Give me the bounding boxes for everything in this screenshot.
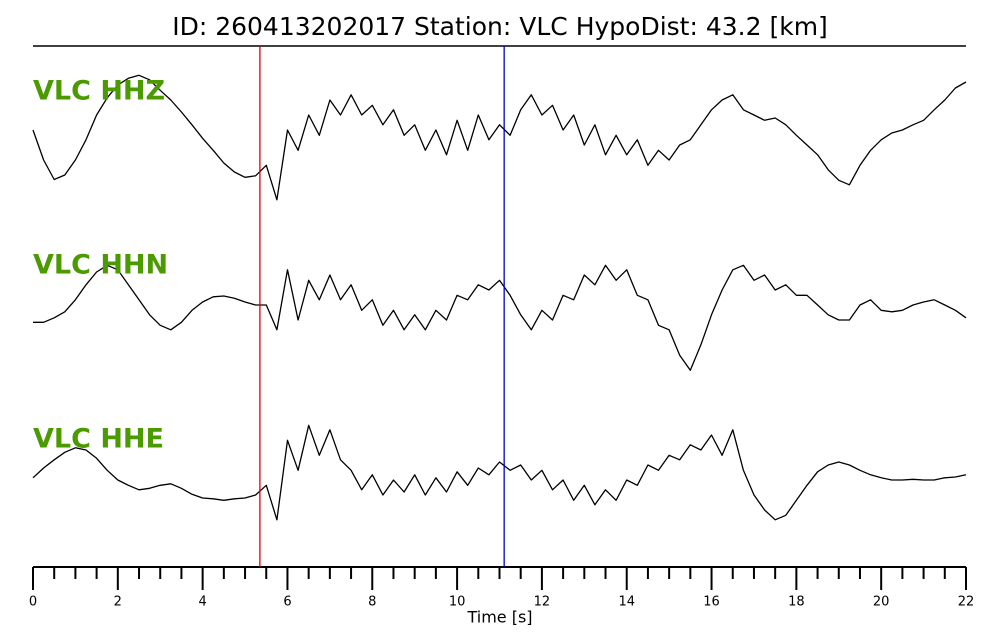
x-tick-label: 12	[534, 595, 551, 610]
x-tick-label: 4	[198, 595, 206, 610]
x-tick-label: 8	[368, 595, 376, 610]
x-tick-label: 6	[283, 595, 291, 610]
x-tick-label: 18	[788, 595, 805, 610]
trace	[32, 74, 967, 201]
x-tick-label: 10	[449, 595, 466, 610]
trace	[33, 264, 967, 371]
x-tick-label: 0	[29, 595, 37, 610]
chart-title: ID: 260413202017 Station: VLC HypoDist: …	[172, 12, 828, 41]
x-tick-label: 16	[703, 595, 720, 610]
trace-label: VLC HHE	[33, 424, 164, 455]
x-tick-label: 22	[958, 595, 975, 610]
x-axis-label: Time [s]	[466, 608, 532, 627]
x-tick-label: 14	[618, 595, 635, 610]
trace-label: VLC HHN	[33, 250, 168, 281]
trace-label: VLC HHZ	[33, 76, 165, 107]
x-tick-label: 20	[873, 595, 890, 610]
trace	[32, 424, 967, 521]
x-tick-label: 2	[114, 595, 122, 610]
